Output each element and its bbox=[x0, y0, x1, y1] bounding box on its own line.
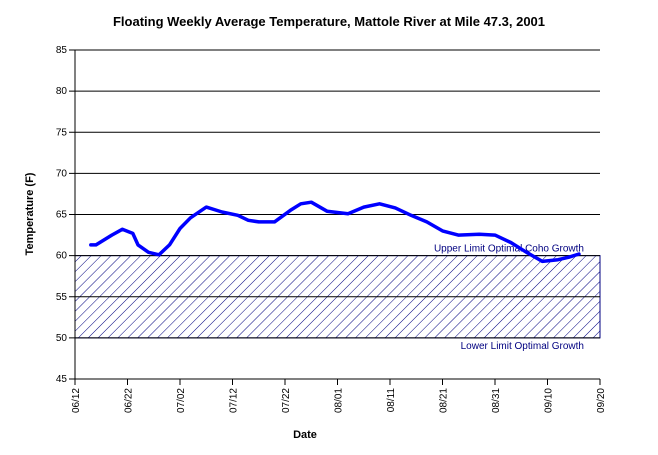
x-tick-label: 09/20 bbox=[596, 388, 607, 413]
x-tick-label: 07/12 bbox=[229, 388, 240, 413]
x-tick-label: 08/31 bbox=[491, 388, 502, 413]
y-tick-label: 85 bbox=[56, 45, 68, 56]
x-tick-label: 08/11 bbox=[386, 388, 397, 413]
y-axis-label: Temperature (F) bbox=[24, 172, 36, 255]
y-tick-label: 50 bbox=[56, 333, 68, 344]
x-tick-label: 07/02 bbox=[176, 388, 187, 413]
annotation: Upper Limit Optimal Coho Growth bbox=[434, 244, 584, 255]
x-tick-label: 06/12 bbox=[71, 388, 82, 413]
y-tick-label: 70 bbox=[56, 168, 68, 179]
x-tick-label: 06/22 bbox=[124, 388, 135, 413]
y-tick-label: 45 bbox=[56, 374, 68, 385]
x-axis-label: Date bbox=[293, 429, 317, 441]
x-tick-label: 09/10 bbox=[544, 388, 555, 413]
x-tick-label: 07/22 bbox=[281, 388, 292, 413]
chart-title: Floating Weekly Average Temperature, Mat… bbox=[113, 14, 545, 29]
annotation: Lower Limit Optimal Growth bbox=[461, 341, 584, 352]
y-tick-label: 75 bbox=[56, 127, 68, 138]
y-tick-label: 65 bbox=[56, 210, 68, 221]
y-tick-label: 60 bbox=[56, 251, 68, 262]
data-line bbox=[89, 200, 581, 264]
x-tick-label: 08/01 bbox=[334, 388, 345, 413]
y-tick-label: 55 bbox=[56, 292, 68, 303]
x-tick-label: 08/21 bbox=[439, 388, 450, 413]
y-tick-label: 80 bbox=[56, 86, 68, 97]
